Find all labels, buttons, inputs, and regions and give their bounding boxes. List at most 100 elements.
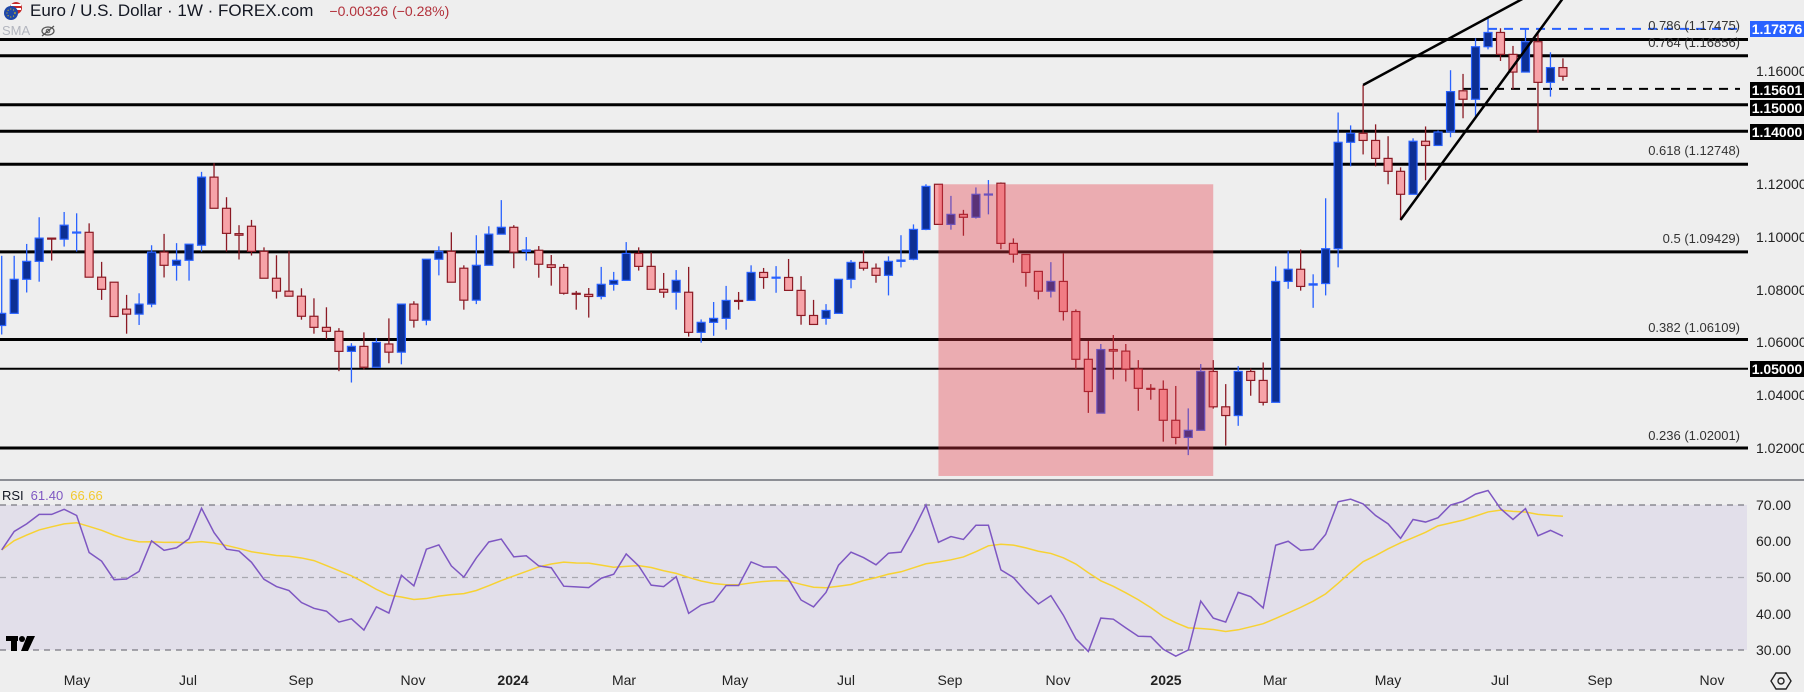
candle [958,209,969,236]
settings-icon[interactable] [1770,670,1792,692]
candle [1358,85,1368,155]
candle [359,332,369,370]
price-tick: 1.08000 [1756,282,1804,298]
candle [659,272,669,298]
candle [1221,384,1231,446]
candle [47,237,57,261]
candle-body [908,228,919,260]
candle-body [284,290,294,297]
candle [1395,167,1406,221]
candle-body [921,185,931,231]
price-badge-1140: 1.14000 [1750,124,1804,140]
rsi-legend[interactable]: RSI 61.40 66.66 [2,488,109,503]
candle [72,213,82,252]
candle-body [1233,370,1243,417]
candle-body [1433,131,1443,147]
candle-body [309,315,319,328]
candle [871,263,881,283]
candle-body [634,252,644,267]
time-label: May [721,672,749,688]
candle-body [821,309,831,319]
sma-indicator[interactable]: SMA [2,23,56,38]
candle [22,243,32,293]
candle [1433,130,1443,147]
candle [271,255,282,299]
candle-body [1183,429,1193,439]
candle [1533,31,1543,133]
symbol-title[interactable]: Euro / U.S. Dollar · 1W · FOREX.com [30,1,314,20]
tradingview-logo-icon[interactable] [6,634,36,652]
highlight-zone-rect [938,184,1214,476]
candle [1321,198,1331,296]
price-badge-1150: 1.15000 [1750,100,1804,116]
candle [571,290,581,310]
time-label: Sep [1587,672,1613,688]
candle [234,225,244,260]
candle [184,243,194,281]
candle [9,255,19,314]
candle [858,250,869,271]
candle-body [933,183,944,225]
candle-body [971,193,981,218]
trendline [1362,0,1524,87]
candle-body [1121,350,1131,370]
candle [1083,341,1093,413]
fib-label-0236: 0.236 (1.02001) [1648,428,1740,443]
candle [996,182,1006,250]
candle [1133,360,1143,411]
candle [796,276,806,325]
candle [109,281,119,318]
eye-slash-icon[interactable] [40,25,56,37]
candle [459,265,469,310]
candle [983,180,994,215]
candle-body [1333,141,1343,250]
candle [883,256,894,296]
price-badge-dashed: 1.15601 [1750,82,1804,98]
time-label: Jul [1491,672,1509,688]
candle-body [47,237,57,240]
candle [59,211,69,247]
rsi-tick: 40.00 [1756,606,1792,622]
candle [634,247,644,271]
candle [421,258,431,326]
candle [159,233,169,278]
candle-body [134,303,144,315]
candle-body [1258,379,1268,403]
candle-body [1395,170,1406,195]
highlight-zone[interactable] [938,184,1214,476]
candle-body [1033,270,1043,292]
candle-body [1558,66,1568,77]
candle-body [121,308,132,315]
candle-body [1321,248,1331,285]
candle-body [946,213,956,225]
candle [609,271,619,291]
candle-body [1308,283,1318,286]
rsi-label: RSI [2,488,24,503]
candle-body [259,250,269,279]
rsi-tick: 30.00 [1756,642,1792,658]
horizontal-levels [0,27,1748,450]
time-label-year: 2025 [1150,672,1182,688]
candle-body [109,281,119,318]
candle-body [1058,280,1068,313]
candle [196,171,207,252]
time-label: Nov [1045,672,1071,688]
time-label: Mar [1262,672,1288,688]
candle-body [1508,53,1518,73]
candle-body [646,265,656,290]
candle [696,319,706,343]
trendlines[interactable] [1362,0,1642,221]
candle-body [1208,370,1218,408]
candle [1470,38,1481,117]
candle [646,252,656,290]
candle-body [1021,253,1031,274]
candle [971,187,981,219]
candle-body [9,278,19,314]
chart-header: Euro / U.S. Dollar · 1W · FOREX.com −0.0… [0,0,449,22]
candle [1558,58,1568,81]
candle [1158,380,1168,442]
candle [396,303,406,365]
candle-body [709,317,719,323]
candle [509,225,519,269]
